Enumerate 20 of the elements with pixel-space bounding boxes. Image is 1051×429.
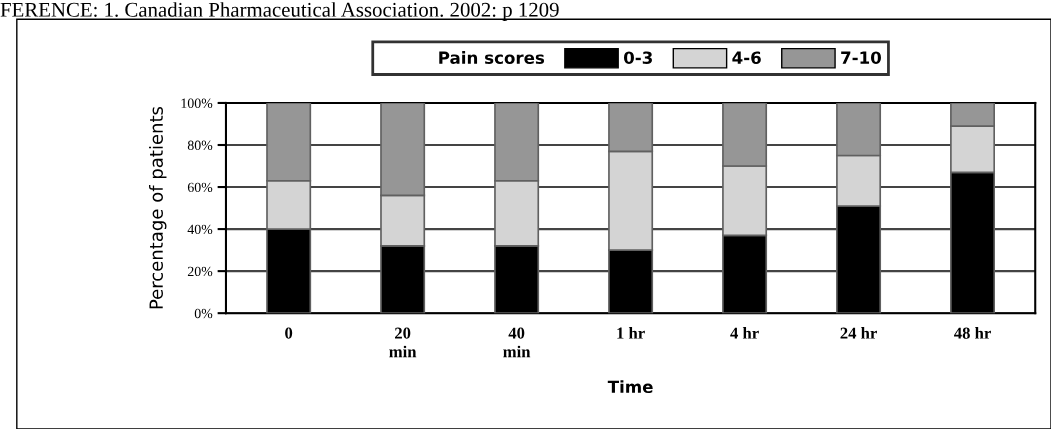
x-tick-label: 20 min	[389, 327, 417, 358]
y-tick-label: 40%	[187, 224, 213, 235]
x-tick-label: 0	[285, 327, 293, 339]
y-tick-label: 20%	[187, 266, 213, 277]
y-axis-title: Percentage of patients	[149, 106, 167, 309]
legend-label: 0-3	[623, 51, 652, 64]
y-tick-label: 60%	[187, 182, 213, 193]
legend-label: 7-10	[841, 51, 881, 64]
y-tick-label: 100%	[181, 98, 213, 108]
x-axis-title: Time	[607, 380, 653, 394]
y-tick-label: 0%	[194, 308, 213, 319]
y-tick-label: 80%	[187, 140, 213, 150]
x-tick-label: 1 hr	[617, 327, 645, 339]
legend-label: 4-6	[732, 51, 761, 64]
legend-title: Pain scores	[439, 51, 545, 64]
x-tick-label: 40 min	[503, 327, 531, 358]
x-tick-label: 48 hr	[954, 327, 991, 339]
x-tick-label: 24 hr	[840, 327, 877, 339]
text: FERENCE: 1. Canadian Pharmaceutical Association. 2002: p 1209	[0, 2, 559, 22]
x-tick-label: 4 hr	[730, 327, 759, 339]
